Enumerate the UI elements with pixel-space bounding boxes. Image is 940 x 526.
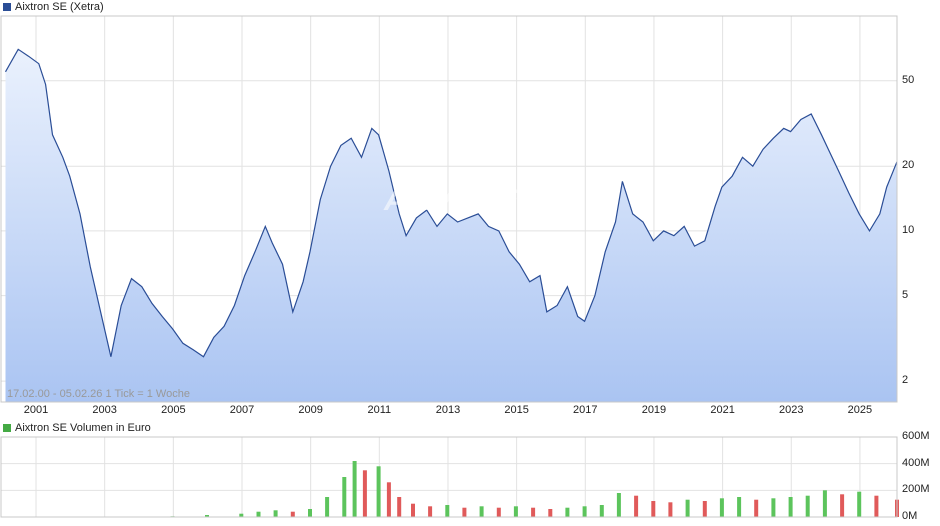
volume-bar	[397, 497, 402, 517]
price-y-tick-label: 5	[902, 288, 909, 301]
volume-bar	[462, 507, 467, 517]
volume-bar	[308, 509, 312, 517]
volume-bar	[362, 470, 367, 517]
volume-bar	[754, 499, 759, 517]
volume-legend: Aixtron SE Volumen in Euro	[3, 422, 151, 434]
volume-bars	[3, 461, 899, 518]
volume-bar	[651, 501, 656, 517]
volume-bar	[840, 494, 845, 517]
x-tick-label: 2013	[435, 404, 461, 416]
volume-bar	[702, 501, 707, 517]
volume-bar	[352, 461, 357, 517]
volume-bar	[857, 491, 862, 517]
watermark-logo: ARIVA.DE	[384, 184, 518, 217]
volume-bar	[531, 507, 536, 517]
volume-bar	[685, 499, 690, 517]
volume-bar	[325, 497, 330, 517]
volume-bar	[634, 495, 639, 517]
price-line	[4, 48, 898, 358]
volume-bar	[771, 498, 776, 517]
x-tick-label: 2017	[573, 404, 598, 416]
x-tick-label: 2011	[367, 404, 392, 416]
volume-bar	[565, 507, 570, 517]
volume-bar	[737, 497, 742, 517]
volume-bar	[719, 498, 724, 517]
volume-plot-frame	[0, 436, 898, 518]
volume-bar	[805, 495, 810, 517]
x-tick-label: 2007	[229, 404, 255, 416]
price-plot-frame	[0, 15, 898, 403]
price-y-tick-label: 20	[902, 159, 915, 172]
volume-bar	[874, 495, 879, 517]
x-tick-label: 2001	[23, 404, 49, 416]
volume-bar	[411, 503, 415, 517]
price-y-tick-label: 10	[902, 223, 915, 236]
volume-bar	[479, 506, 484, 517]
volume-legend-swatch	[3, 424, 11, 432]
volume-bar	[513, 506, 518, 517]
volume-bar	[788, 497, 793, 517]
volume-bar	[205, 515, 209, 517]
volume-bar	[599, 505, 604, 517]
volume-y-tick-label: 0M	[902, 510, 918, 522]
volume-y-tick-label: 600M	[902, 430, 930, 442]
volume-bar	[239, 513, 244, 517]
price-y-tick-label: 50	[902, 73, 915, 86]
volume-bar	[616, 493, 621, 517]
price-legend: Aixtron SE (Xetra)	[3, 1, 104, 13]
range-info: 17.02.00 - 05.02.26 1 Tick = 1 Woche	[7, 388, 190, 400]
x-tick-label: 2003	[92, 404, 117, 416]
price-y-tick-label: 2	[902, 374, 909, 387]
x-tick-label: 2015	[504, 404, 529, 416]
price-legend-label: Aixtron SE (Xetra)	[15, 1, 104, 13]
volume-bar	[582, 506, 587, 517]
x-tick-label: 2025	[847, 404, 873, 416]
volume-legend-label: Aixtron SE Volumen in Euro	[15, 422, 151, 434]
volume-y-tick-label: 400M	[902, 456, 930, 469]
price-legend-swatch	[3, 3, 11, 11]
x-tick-label: 2023	[779, 404, 804, 416]
price-area	[5, 49, 897, 403]
volume-bar	[822, 490, 827, 517]
volume-bar	[256, 511, 261, 517]
volume-bar	[428, 506, 433, 517]
volume-y-tick-label: 200M	[902, 483, 930, 496]
volume-bar	[273, 510, 278, 517]
volume-bar	[342, 477, 347, 517]
volume-bar	[548, 509, 553, 517]
volume-bar	[290, 511, 295, 517]
x-tick-label: 2009	[298, 404, 323, 416]
x-tick-label: 2005	[161, 404, 186, 416]
x-tick-label: 2019	[641, 404, 667, 416]
volume-bar	[496, 507, 501, 517]
volume-bar	[376, 466, 381, 517]
volume-bar	[445, 505, 450, 517]
volume-bar	[386, 482, 391, 517]
volume-bar	[668, 502, 673, 517]
x-tick-label: 2021	[710, 404, 735, 416]
